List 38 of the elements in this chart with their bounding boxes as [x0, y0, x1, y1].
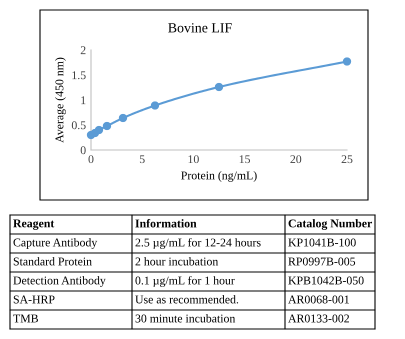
point — [118, 114, 128, 122]
text: TMB — [13, 314, 38, 322]
text: SA-HRP — [14, 296, 55, 304]
x-tick-label: 5 — [140, 155, 145, 164]
y-tick-label: 2 — [80, 46, 86, 54]
text: Use as recommended. — [135, 295, 238, 304]
x-tick-label: 20 — [290, 155, 302, 164]
x-tick-label: 0 — [88, 155, 94, 164]
y-tick-label: 0 — [80, 146, 86, 154]
point — [214, 82, 224, 92]
point — [150, 101, 160, 110]
text: KP1041B-100 — [288, 238, 356, 246]
text: 2.5 µg/mL for 12-24 hours — [136, 238, 261, 249]
text: RP0997B-005 — [288, 257, 356, 266]
text: Reagent — [13, 220, 54, 230]
text: KPB1042B-050 — [288, 276, 364, 284]
point — [102, 122, 112, 130]
text: 30 minute incubation — [136, 314, 236, 322]
y-tick-label: 1 — [81, 96, 86, 104]
text: 2 hour incubation — [136, 257, 218, 266]
text: Catalog Number — [288, 219, 372, 230]
y-tick-label: 0.5 — [72, 121, 86, 130]
x-tick-label: 15 — [240, 155, 250, 164]
point — [342, 57, 352, 66]
point — [94, 126, 104, 134]
x-tick-label: 10 — [188, 155, 199, 164]
x-tick-label: 25 — [342, 155, 352, 164]
y-axis-title: Average (450 nm) — [55, 58, 66, 143]
text: Information — [135, 219, 196, 228]
text: Detection Antibody — [13, 276, 106, 287]
text: 0.1 µg/mL for 1 hour — [135, 276, 235, 287]
text: Standard Protein — [14, 257, 92, 266]
chart-title: Bovine LIF — [168, 23, 232, 32]
x-axis-title: Protein (ng/mL) — [181, 171, 257, 182]
y-tick-label: 1.5 — [72, 71, 86, 80]
text: Capture Antibody — [13, 238, 98, 249]
text: AR0068-001 — [288, 295, 349, 304]
text: AR0133-002 — [288, 314, 349, 322]
